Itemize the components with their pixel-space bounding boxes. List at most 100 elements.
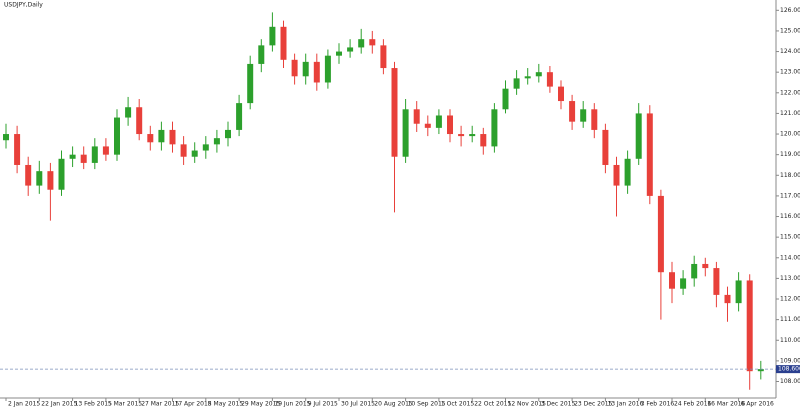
candle-body bbox=[358, 39, 365, 48]
y-tick-label: 116.000 bbox=[780, 213, 800, 220]
x-tick-label: 23 Dec 2015 bbox=[574, 401, 613, 408]
candle-body bbox=[102, 146, 109, 155]
y-tick-label: 125.000 bbox=[780, 27, 800, 34]
candle-body bbox=[147, 134, 154, 143]
x-tick-label: 3 Feb 2016 bbox=[641, 401, 675, 408]
candle-body bbox=[757, 369, 764, 372]
candle-body bbox=[713, 268, 720, 295]
current-price-label: 108.600 bbox=[778, 366, 800, 373]
candle-body bbox=[324, 55, 331, 83]
candle-body bbox=[702, 263, 709, 269]
x-tick-label: 1 Oct 2015 bbox=[441, 401, 474, 408]
candle-body bbox=[558, 86, 564, 102]
candle-body bbox=[480, 134, 487, 147]
y-tick-label: 121.000 bbox=[780, 110, 800, 117]
candle-body bbox=[80, 154, 87, 163]
x-tick-label: 5 Mar 2015 bbox=[108, 401, 142, 408]
candle-body bbox=[280, 26, 287, 60]
candle-body bbox=[435, 115, 442, 128]
candle-body bbox=[724, 294, 731, 304]
candle-body bbox=[47, 171, 54, 190]
x-tick-label: 9 Jul 2015 bbox=[308, 401, 338, 408]
candle-body bbox=[14, 134, 21, 165]
candle-body bbox=[602, 129, 609, 165]
candle-body bbox=[91, 146, 98, 163]
candle-body bbox=[491, 109, 498, 147]
candle-body bbox=[236, 103, 243, 130]
x-tick-label: 29 May 2015 bbox=[241, 401, 280, 408]
candle-body bbox=[657, 195, 664, 273]
candle-body bbox=[613, 164, 620, 186]
x-tick-label: 8 May 2015 bbox=[208, 401, 243, 408]
x-tick-label: 17 Apr 2015 bbox=[175, 401, 212, 408]
candle-body bbox=[291, 59, 298, 77]
candle-body bbox=[502, 88, 509, 110]
x-tick-label: 3 Dec 2015 bbox=[541, 401, 576, 408]
y-tick-label: 123.000 bbox=[780, 69, 800, 76]
candle-body bbox=[313, 61, 320, 83]
candle-body bbox=[136, 107, 143, 135]
candle-body bbox=[347, 47, 354, 52]
candle-body bbox=[180, 144, 187, 157]
y-tick-label: 124.000 bbox=[780, 48, 800, 55]
x-tick-label: 22 Jan 2015 bbox=[41, 401, 77, 408]
candle-body bbox=[669, 272, 675, 289]
chart-title: USDJPY,Daily bbox=[4, 2, 43, 9]
x-tick-label: 24 Feb 2016 bbox=[674, 401, 712, 408]
candle-body bbox=[569, 101, 576, 122]
candle-body bbox=[202, 144, 209, 151]
candle-body bbox=[424, 123, 431, 128]
y-tick-label: 126.000 bbox=[780, 7, 800, 14]
candle-body bbox=[58, 158, 65, 190]
candle-body bbox=[336, 51, 342, 56]
candle-body bbox=[125, 107, 132, 118]
candle-body bbox=[369, 39, 376, 46]
candle-body bbox=[646, 113, 653, 196]
y-tick-label: 113.000 bbox=[780, 275, 800, 282]
candle-body bbox=[247, 63, 254, 104]
candle-body bbox=[380, 45, 387, 69]
candle-body bbox=[413, 109, 420, 124]
y-tick-label: 115.000 bbox=[780, 234, 800, 241]
candle-body bbox=[191, 150, 198, 157]
x-tick-label: 16 Mar 2016 bbox=[707, 401, 745, 408]
x-tick-label: 30 Jul 2015 bbox=[341, 401, 375, 408]
candle-body bbox=[69, 154, 76, 159]
candle-body bbox=[225, 129, 231, 139]
y-tick-label: 114.000 bbox=[780, 254, 800, 261]
candle-body bbox=[302, 61, 309, 77]
y-tick-label: 108.000 bbox=[780, 378, 800, 385]
candle-body bbox=[591, 109, 598, 130]
candle-body bbox=[735, 280, 742, 304]
candle-body bbox=[680, 278, 687, 289]
candle-body bbox=[458, 134, 465, 137]
y-tick-label: 118.000 bbox=[780, 172, 800, 179]
y-tick-label: 112.000 bbox=[780, 296, 800, 303]
candle-body bbox=[391, 68, 398, 157]
x-tick-label: 27 Mar 2015 bbox=[141, 401, 179, 408]
candle-body bbox=[213, 138, 220, 145]
candle-body bbox=[746, 280, 753, 372]
candle-body bbox=[25, 164, 32, 186]
candle-body bbox=[580, 109, 587, 122]
x-tick-label: 12 Nov 2015 bbox=[508, 401, 547, 408]
candle-body bbox=[624, 158, 631, 186]
current-price-tag bbox=[776, 365, 800, 374]
candle-body bbox=[691, 263, 698, 279]
candle-body bbox=[513, 78, 520, 89]
candle-body bbox=[546, 72, 553, 87]
x-tick-label: 19 Jun 2015 bbox=[274, 401, 310, 408]
candle-body bbox=[258, 45, 265, 64]
x-tick-label: 2 Jan 2015 bbox=[8, 401, 40, 408]
y-tick-label: 117.000 bbox=[780, 192, 800, 199]
x-tick-label: 13 Feb 2015 bbox=[75, 401, 113, 408]
candle-body bbox=[524, 76, 531, 79]
candle-body bbox=[36, 171, 43, 186]
candle-body bbox=[469, 134, 476, 137]
candle-body bbox=[402, 109, 409, 157]
candle-body bbox=[169, 129, 176, 145]
x-tick-label: 20 Aug 2015 bbox=[374, 401, 413, 408]
y-tick-label: 120.000 bbox=[780, 131, 800, 138]
